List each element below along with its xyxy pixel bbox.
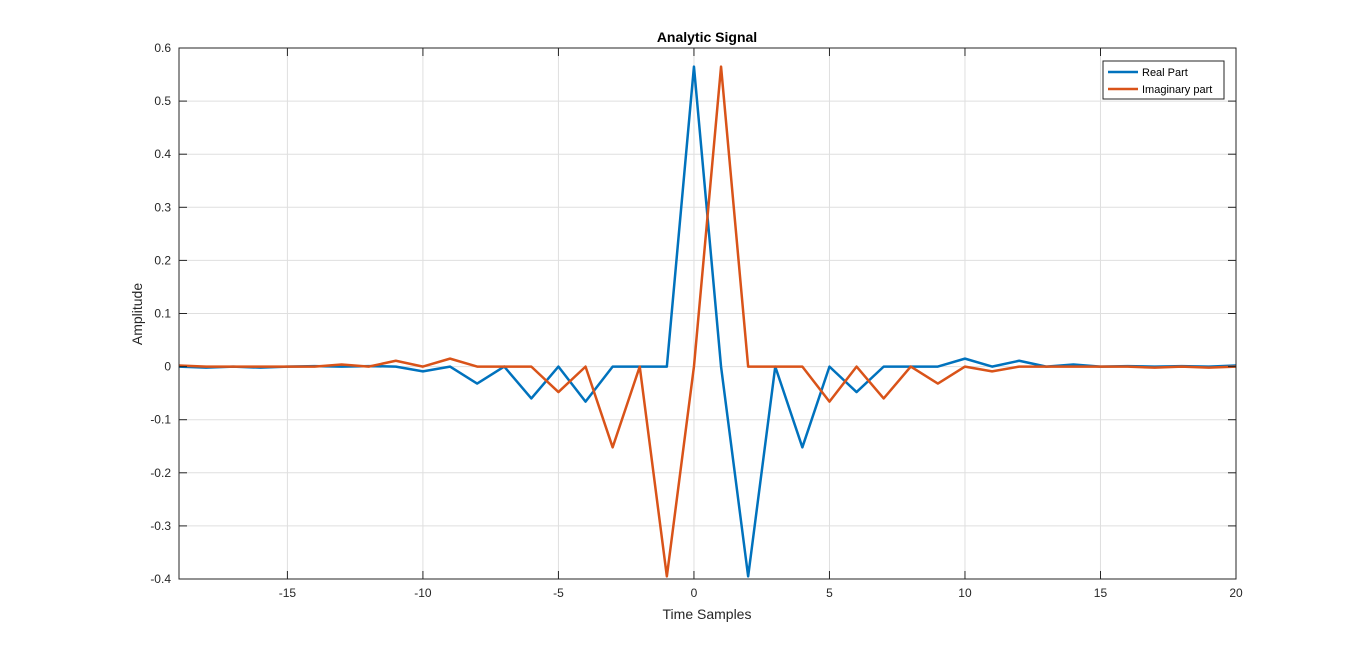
legend[interactable]: Real Part Imaginary part (1102, 60, 1225, 100)
y-tick-label: 0.1 (154, 307, 171, 321)
series-layer (178, 65, 1237, 578)
x-axis-label: Time Samples (663, 606, 752, 622)
tick-labels: -15 -10 -5 0 5 10 15 20 -0.4 -0.3 -0.2 -0.1 0 0.1 0.2 0… (150, 41, 1243, 600)
x-tick-label: -10 (414, 586, 432, 600)
y-axis-label: Amplitude (129, 283, 145, 345)
y-tick-label: 0 (164, 360, 171, 374)
y-tick-label: 0.6 (154, 41, 171, 55)
x-tick-label: -15 (279, 586, 297, 600)
x-tick-label: 20 (1229, 586, 1243, 600)
x-tick-label: 5 (826, 586, 833, 600)
y-tick-label: 0.5 (154, 94, 171, 108)
y-tick-label: 0.4 (154, 147, 171, 161)
series-line-imaginary-part (178, 65, 1237, 578)
y-tick-label: 0.3 (154, 200, 171, 214)
legend-label-imaginary: Imaginary part (1142, 84, 1212, 96)
x-tick-label: 15 (1094, 586, 1108, 600)
y-tick-label: -0.4 (150, 572, 171, 586)
y-tick-label: 0.2 (154, 253, 171, 267)
y-tick-label: -0.2 (150, 466, 171, 480)
legend-box (1102, 60, 1225, 100)
tick-marks (179, 47, 1237, 580)
x-tick-label: -5 (553, 586, 564, 600)
x-tick-label: 0 (691, 586, 698, 600)
legend-label-real: Real Part (1142, 67, 1188, 79)
x-tick-label: 10 (958, 586, 972, 600)
y-tick-label: -0.3 (150, 519, 171, 533)
chart-title: Analytic Signal (657, 29, 757, 45)
y-tick-label: -0.1 (150, 413, 171, 427)
